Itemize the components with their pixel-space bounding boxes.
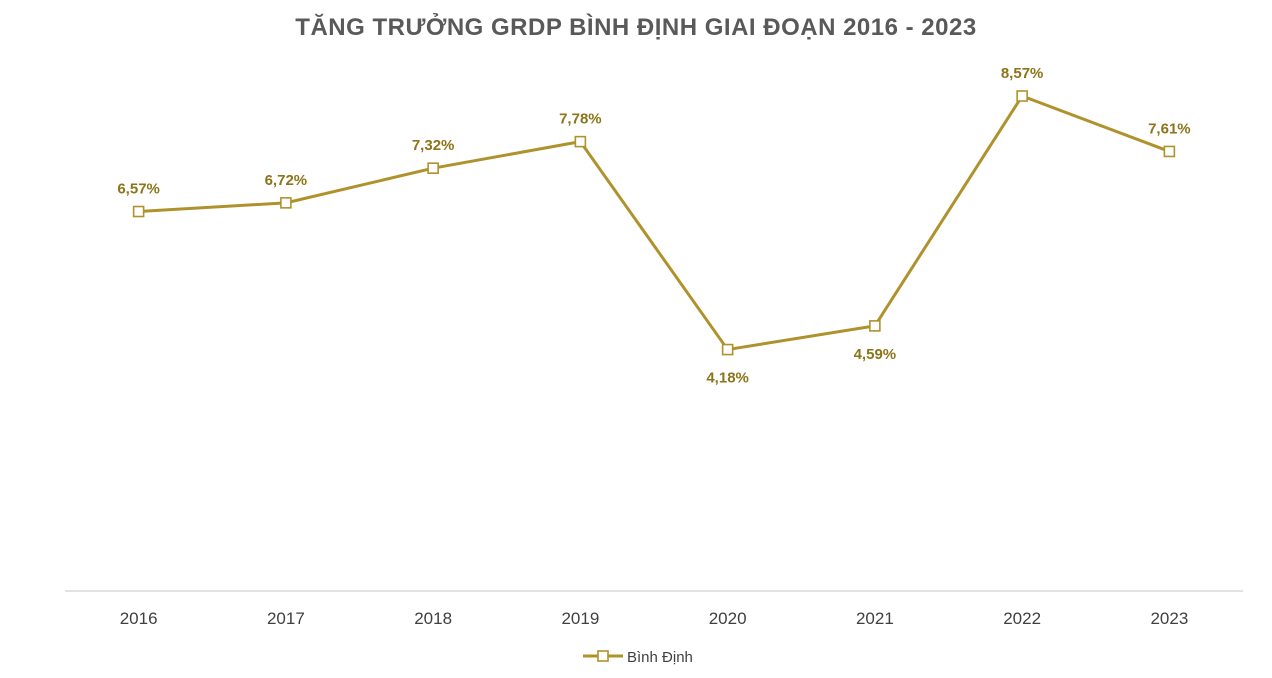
x-tick-label: 2018 [414, 609, 452, 628]
data-point-marker [1163, 145, 1176, 158]
series-line [138, 94, 1170, 352]
data-point-marker [280, 197, 292, 209]
data-point-marker [427, 162, 439, 174]
legend-label: Bình Định [627, 649, 693, 666]
data-label: 6,57% [117, 181, 160, 198]
x-tick-label: 2017 [267, 609, 305, 628]
data-label: 7,61% [1148, 120, 1191, 137]
x-tick-label: 2021 [856, 609, 894, 628]
data-point-marker [132, 205, 145, 218]
x-tick-label: 2020 [709, 609, 747, 628]
data-label: 8,57% [1001, 65, 1044, 82]
chart-title: TĂNG TRƯỞNG GRDP BÌNH ĐỊNH GIAI ĐOẠN 201… [295, 14, 977, 41]
data-label: 4,18% [706, 370, 749, 387]
data-label: 7,32% [412, 137, 455, 154]
x-tick-label: 2019 [561, 609, 599, 628]
data-label: 7,78% [559, 111, 602, 128]
data-point-marker [869, 320, 881, 332]
x-tick-label: 2022 [1003, 609, 1041, 628]
data-point-marker [574, 135, 587, 148]
legend-marker [597, 650, 609, 662]
x-tick-label: 2023 [1150, 609, 1188, 628]
data-label: 4,59% [854, 346, 897, 363]
data-point-marker [721, 343, 734, 356]
data-point-marker [1016, 90, 1028, 102]
data-label: 6,72% [265, 172, 308, 189]
x-tick-label: 2016 [120, 609, 158, 628]
